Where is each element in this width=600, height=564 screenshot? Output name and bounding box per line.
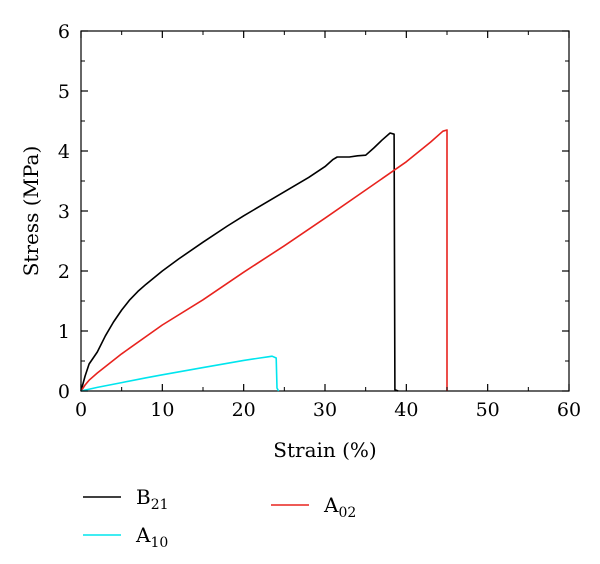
x-axis-ticks: 0 10 20 30 40 50 60 xyxy=(75,31,581,421)
legend-label-main: B xyxy=(136,485,151,509)
legend-label-subscript: 02 xyxy=(338,505,356,521)
series-line-b21 xyxy=(80,132,399,392)
plot-area-border xyxy=(80,30,570,392)
y-axis-ticks: 0 1 2 3 4 5 6 xyxy=(58,21,569,403)
series-line-a10 xyxy=(80,355,280,392)
series-layer xyxy=(80,129,448,392)
legend-label-subscript: 21 xyxy=(151,497,169,513)
legend-label: B21 xyxy=(136,485,169,513)
legend-label-main: A xyxy=(135,523,151,547)
x-tick-label: 10 xyxy=(150,399,174,421)
y-axis-title: Stress (MPa) xyxy=(19,146,43,277)
plot-frame xyxy=(80,30,570,392)
y-tick-label: 5 xyxy=(58,81,70,103)
x-tick-label: 20 xyxy=(232,399,256,421)
y-tick-label: 6 xyxy=(58,21,70,43)
y-tick-label: 0 xyxy=(58,381,70,403)
x-tick-label: 40 xyxy=(394,399,418,421)
x-axis-title: Strain (%) xyxy=(273,438,376,462)
x-tick-label: 0 xyxy=(75,399,87,421)
legend-label-main: A xyxy=(323,493,339,517)
x-tick-label: 60 xyxy=(557,399,581,421)
y-tick-label: 1 xyxy=(58,321,70,343)
series-line-a02 xyxy=(80,129,448,392)
x-tick-label: 50 xyxy=(476,399,500,421)
y-tick-label: 2 xyxy=(58,261,70,283)
legend-label: A10 xyxy=(135,523,168,551)
y-tick-label: 3 xyxy=(58,201,70,223)
legend-label-subscript: 10 xyxy=(150,535,168,551)
x-tick-label: 30 xyxy=(313,399,337,421)
legend-label: A02 xyxy=(323,493,356,521)
y-tick-label: 4 xyxy=(58,141,70,163)
